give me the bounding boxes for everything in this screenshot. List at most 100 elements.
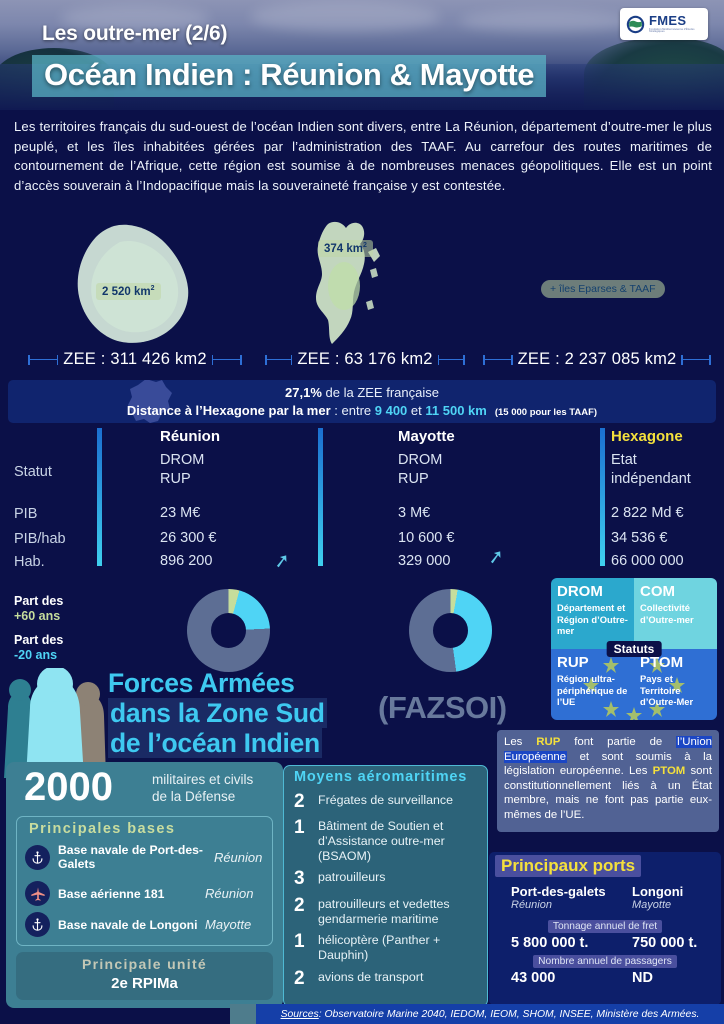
donut-hole [211, 613, 246, 648]
fazsoi-line-3: de l’océan Indien [108, 728, 322, 758]
airplane-icon [25, 881, 50, 906]
header-banner: Les outre-mer (2/6) Océan Indien : Réuni… [0, 0, 724, 110]
cell-statut-reunion: DROM RUP [160, 451, 204, 489]
moyens-count: 2 [294, 895, 305, 916]
pax-value-b: ND [632, 970, 653, 986]
comparison-column-mayotte: Mayotte DROM RUP 3 M€ 10 600 € 329 000 ➚ [398, 428, 588, 569]
moyens-item: 2 avions de transport [294, 969, 482, 988]
statut-quadrant-drom: DROM Département et Région d’Outre-mer [551, 578, 634, 649]
comparison-column-hexagone: Hexagone Etat indépendant 2 822 Md € 34 … [611, 428, 723, 569]
freight-value-b: 750 000 t. [632, 935, 698, 951]
moyens-item: 3 patrouilleurs [294, 868, 482, 889]
defense-panel: 2000 militaires et civils de la Défense … [6, 762, 283, 1008]
moyens-label: patrouilleurs [318, 870, 386, 884]
statut-quadrant-ptom: PTOM Pays et Territoire d’Outre-Mer [634, 649, 717, 720]
zee-measurements: ZEE : 311 426 km2 ZEE : 63 176 km2 ZEE :… [0, 350, 724, 376]
statut-code-drom: DROM [557, 583, 603, 600]
trend-up-icon: ➚ [486, 545, 506, 570]
zee-measure-mayotte: ZEE : 63 176 km2 [265, 350, 466, 369]
zee-percent-value: 27,1% [285, 385, 322, 400]
zee-label-taaf: ZEE : 2 237 085 km2 [517, 350, 677, 368]
port-region-a: Réunion [511, 899, 552, 911]
statut-desc-ptom: Pays et Territoire d’Outre-Mer [640, 673, 694, 708]
people-silhouettes [4, 668, 106, 778]
principal-unit-name: 2e RPIMa [111, 975, 178, 992]
note-p2-b: sont constitutionnellement liés à un Éta… [504, 765, 713, 821]
freight-label-wrap: Tonnage annuel de fret [489, 920, 721, 933]
cell-statut-hexagone: Etat indépendant [611, 451, 691, 489]
sources-tab-accent [230, 1004, 256, 1024]
freight-value-a: 5 800 000 t. [511, 935, 589, 951]
legend-20-line2: -20 ans [14, 648, 58, 662]
comparison-column-reunion: Réunion DROM RUP 23 M€ 26 300 € 896 200 … [160, 428, 310, 573]
base-name: Base navale de Longoni [58, 917, 198, 932]
fmes-logo: FMES Fondation Méditerranéenne d'Études … [620, 8, 708, 40]
silhouette-icon [4, 692, 34, 778]
intro-paragraph: Les territoires français du sud-ouest de… [14, 119, 712, 193]
page-title-text: Océan Indien : Réunion & Mayotte [44, 57, 535, 92]
note-ptom-highlight: PTOM [652, 765, 686, 778]
moyens-count: 3 [294, 868, 305, 889]
row-label-hab: Hab. [14, 554, 45, 570]
rup-ptom-note: Les RUP font partie de l’Union Européenn… [497, 730, 719, 832]
mayotte-area-value: 374 km [324, 242, 364, 255]
moyens-item: 1 Bâtiment de Soutien et d’Assistance ou… [294, 818, 482, 864]
statut-code-rup: RUP [557, 654, 589, 671]
trend-up-icon: ➚ [272, 549, 292, 574]
cloud-shape [460, 10, 630, 32]
base-row: Base navale de Longoni Mayotte [25, 912, 267, 937]
page-title: Océan Indien : Réunion & Mayotte [32, 55, 547, 97]
fazsoi-line-2: dans la Zone Sud [108, 698, 327, 728]
zee-measure-taaf: ZEE : 2 237 085 km2 [483, 350, 711, 369]
zee-percent-suffix: de la ZEE française [321, 385, 439, 400]
statut-desc-com: Collectivité d’Outre-mer [640, 602, 694, 625]
distance-note: (15 000 pour les TAAF) [494, 407, 598, 418]
statut-line-1: DROM [160, 452, 205, 468]
distance-label: Distance à l’Hexagone par la mer [126, 403, 331, 418]
measure-bar [265, 355, 293, 364]
cloud-shape [60, 6, 210, 32]
distance-line: Distance à l’Hexagone par la mer : entre… [8, 403, 716, 418]
moyens-count: 2 [294, 791, 305, 812]
base-name: Base aérienne 181 [58, 886, 165, 901]
moyens-title: Moyens aéromaritimes [294, 769, 468, 785]
distance-conj: et [407, 403, 426, 418]
measure-bar [28, 355, 59, 364]
base-row: Base navale de Port-des-Galets Réunion [25, 843, 267, 871]
legend-60-line2: +60 ans [14, 609, 61, 623]
cell-hab-reunion: 896 200 [160, 553, 213, 569]
cell-pib-hab-mayotte: 10 600 € [398, 530, 455, 546]
pax-label: Nombre annuel de passagers [533, 955, 677, 968]
reunion-area-chip: 2 520 km2 [96, 283, 161, 300]
moyens-item: 1 hélicoptère (Panther + Dauphin) [294, 931, 482, 963]
statut-line-2: RUP [160, 471, 191, 487]
statut-code-com: COM [640, 583, 675, 600]
legend-20-minus: Part des -20 ans [14, 633, 63, 662]
column-divider [318, 428, 323, 566]
column-header-mayotte: Mayotte [398, 428, 455, 445]
ports-panel: Principaux ports Port-des-galets Réunion… [489, 852, 721, 1005]
defense-desc-line-2: de la Défense [152, 789, 236, 804]
cell-hab-mayotte: 329 000 [398, 553, 451, 569]
cell-hab-hexagone: 66 000 000 [611, 553, 684, 569]
legend-20-line1: Part des [14, 633, 64, 647]
principal-unit-box: Principale unité 2e RPIMa [16, 952, 273, 1000]
bases-box: Principales bases Base navale de Port-de… [16, 816, 273, 946]
statut-quadrant-rup: RUP Région ultra-périphérique de l’UE [551, 649, 634, 720]
moyens-label: patrouilleurs et vedettes gendarmerie ma… [318, 897, 450, 926]
cell-pib-hab-hexagone: 34 536 € [611, 530, 668, 546]
reunion-area-exponent: 2 [150, 285, 155, 292]
statut-quadrant-com: COM Collectivité d’Outre-mer [634, 578, 717, 649]
series-kicker: Les outre-mer (2/6) [42, 22, 228, 45]
measure-bar [483, 355, 513, 364]
cell-pib-hab-reunion: 26 300 € [160, 530, 217, 546]
moyens-item: 2 Frégates de surveillance [294, 791, 482, 812]
moyens-count: 1 [294, 931, 305, 952]
statut-line-1: DROM [398, 452, 443, 468]
moyens-label: Frégates de surveillance [318, 793, 453, 807]
eu-stars-icon [583, 657, 685, 720]
row-label-pib: PIB [14, 506, 38, 522]
note-p1-b: font partie de [560, 736, 677, 748]
distance-value-max: 11 500 km [425, 403, 487, 418]
fazsoi-title: Forces Armées dans la Zone Sud de l’océa… [108, 668, 398, 758]
